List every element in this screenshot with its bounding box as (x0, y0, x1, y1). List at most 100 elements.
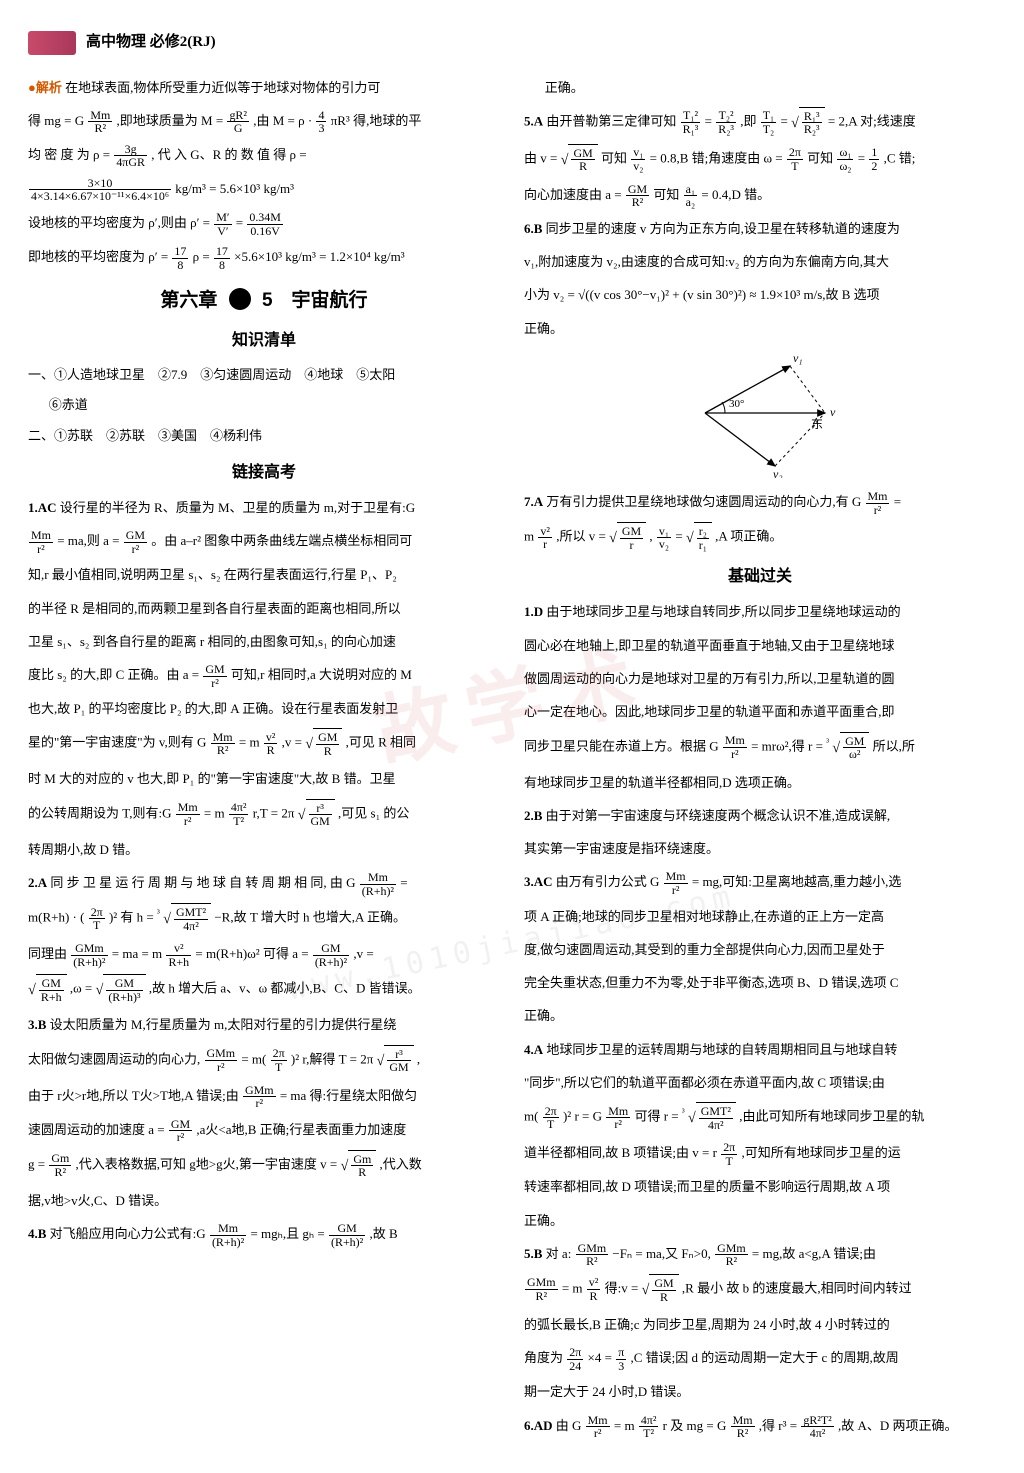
text-line: 完全失重状态,但重力不为零,处于非平衡态,选项 B、D 错误,选项 C (524, 969, 996, 996)
question-block: 7.A 万有引力提供卫星绕地球做匀速圆周运动的向心力,有 G Mmr² = (524, 488, 996, 516)
question-block: 1.D 由于地球同步卫星与地球自转同步,所以同步卫星绕地球运动的 (524, 598, 996, 625)
formula-line: 度比 s₂ 的大,即 C 正确。由 a = GMr² 可知,r 相同时,a 大说… (28, 661, 500, 689)
header-badge-icon (28, 31, 76, 55)
fraction: v²r (538, 525, 552, 551)
text: 可知,r 相同时,a 大说明对应的 M (231, 667, 412, 682)
text: 度比 s₂ 的大,即 C 正确。由 a = (28, 667, 199, 682)
text: 由于对第一宇宙速度与环绕速度两个概念认识不准,造成误解, (546, 808, 891, 823)
text: 太阳做匀速圆周运动的向心力, (28, 1051, 200, 1066)
text-line: 正确。 (524, 1002, 996, 1029)
chapter-heading: 第六章 5 宇宙航行 (28, 285, 500, 317)
fraction: MmR² (731, 1414, 755, 1440)
text: ,C 错误;因 d 的运动周期一定大于 c 的周期,故周 (631, 1350, 899, 1365)
text-line: 转速率都相同,故 D 项错误;而卫星的质量不影响运行周期,故 A 项 (524, 1173, 996, 1200)
sqrt: √GMR (561, 144, 598, 175)
text: 即地核的平均密度为 ρ′ = (28, 249, 168, 264)
text: 可得 r = (634, 1109, 678, 1124)
fraction: GMr² (203, 663, 226, 689)
question-block: 3.B 设太阳质量为 M,行星质量为 m,太阳对行星的引力提供行星绕 (28, 1011, 500, 1038)
vector-diagram: 30° v₁ v 东 v₂ (675, 348, 845, 478)
formula-line: 星的"第一宇宙速度"为 v,则有 G MmR² = m v²R ,v = √GM… (28, 728, 500, 759)
fraction: 0.34M0.16V (247, 211, 283, 237)
text: ,v = (353, 946, 373, 961)
text: 由 v = (524, 150, 557, 165)
answer-label: 3.AC (524, 874, 553, 889)
formula-line: 均 密 度 为 ρ = 3g4πGR , 代 入 G、R 的 数 值 得 ρ = (28, 141, 500, 169)
fraction: 4π²T² (639, 1414, 659, 1440)
text: )² r,解得 T = 2π (291, 1051, 373, 1066)
answer-label: 6.AD (524, 1418, 553, 1433)
analysis-block: ●解析 在地球表面,物体所受重力近似等于地球对物体的引力可 (28, 74, 500, 101)
text-line: 心一定在地心。因此,地球同步卫星的轨道平面和赤道平面重合,即 (524, 698, 996, 725)
text: 设行星的半径为 R、质量为 M、卫星的质量为 m,对于卫星有:G (60, 500, 415, 515)
text: ×5.6×10³ kg/m³ = 1.2×10⁴ kg/m³ (234, 249, 405, 264)
text: ,可见 R 相同 (346, 735, 416, 750)
text: −Fₙ = ma,又 Fₙ>0, (612, 1246, 710, 1261)
text: 由开普勒第三定律可知 (546, 113, 676, 128)
fraction: v²R (264, 731, 278, 757)
text: ,A 项正确。 (715, 529, 782, 544)
fraction: 2πT (271, 1047, 287, 1073)
text: = ma = m (112, 946, 162, 961)
text: ,ω = (70, 981, 92, 996)
text: ,由 M = ρ · (253, 113, 312, 128)
fraction: 2πT (89, 906, 105, 932)
formula-line: 同理由 GMm(R+h)² = ma = m v²R+h = m(R+h)ω² … (28, 940, 500, 968)
fraction: M′V′ (214, 211, 231, 237)
formula-line: 的公转周期设为 T,则有:G Mmr² = m 4π²T² r,T = 2π √… (28, 799, 500, 830)
text: = (780, 113, 791, 128)
question-block: 6.AD 由 G Mmr² = m 4π²T² r 及 mg = G MmR² … (524, 1412, 996, 1440)
fraction: GM(R+h)² (313, 942, 349, 968)
text: 速圆周运动的加速度 a = (28, 1122, 165, 1137)
text-line: "同步",所以它们的轨道平面都必须在赤道平面内,故 C 项错误;由 (524, 1069, 996, 1096)
text: 设太阳质量为 M,行星质量为 m,太阳对行星的引力提供行星绕 (50, 1017, 397, 1032)
text: −R,故 T 增大时 h 也增大,A 正确。 (214, 910, 406, 925)
fraction: 2πT (721, 1141, 737, 1167)
question-block: 5.A 由开普勒第三定律可知 T₁²R₁³ = T₂²R₂³ ,即 T₁T₂ =… (524, 107, 996, 138)
text: ρ = (193, 249, 210, 264)
header-title: 高中物理 必修2(RJ) (86, 30, 216, 56)
text: = mg,可知:卫星离地越高,重力越小,选 (692, 874, 902, 889)
answer-label: 7.A (524, 494, 543, 509)
formula-line: 向心加速度由 a = GMR² 可知 a₁a₂ = 0.4,D 错。 (524, 181, 996, 209)
fraction: 3g4πGR (114, 143, 147, 169)
text: 可知 (653, 187, 679, 202)
text-line: 期一定大于 24 小时,D 错误。 (524, 1378, 996, 1405)
sqrt: √r³GM (377, 1045, 414, 1076)
fraction: 4π²T² (229, 801, 249, 827)
sqrt: √GmR (340, 1150, 376, 1181)
answer-label: 1.D (524, 604, 543, 619)
text: m (524, 529, 534, 544)
text-line: 有地球同步卫星的轨道半径都相同,D 选项正确。 (524, 769, 996, 796)
text: = mgₕ,且 gₕ = (250, 1226, 324, 1241)
fraction: GMr² (124, 529, 147, 555)
text: ,可见 s₁ 的公 (338, 805, 409, 820)
text: 由于 r火>r地,所以 T火>T地,A 错误;由 (28, 1088, 239, 1103)
fraction: Mm(R+h)² (210, 1222, 246, 1248)
two-column-layout: ●解析 在地球表面,物体所受重力近似等于地球对物体的引力可 得 mg = G M… (28, 74, 996, 1446)
formula-line: Mmr² = ma,则 a = GMr² 。由 a–r² 图象中两条曲线左端点横… (28, 527, 500, 555)
knowledge-line: ⑥赤道 (28, 393, 500, 418)
text: = m (562, 1281, 583, 1296)
fraction: 43 (316, 109, 326, 135)
fraction: GMR² (626, 183, 649, 209)
text: ,代入数 (380, 1156, 422, 1171)
fraction: gR²T²4π² (801, 1414, 833, 1440)
text: ,即 (740, 113, 756, 128)
text-line: 也大,故 P₁ 的平均密度比 P₂ 的大,即 A 正确。设在行星表面发射卫 (28, 695, 500, 722)
formula-line: √GMR+h ,ω = √GM(R+h)³ ,故 h 增大后 a、v、ω 都减小… (28, 974, 500, 1005)
fraction: v²R (587, 1276, 601, 1302)
text: 地球同步卫星的运转周期与地球的自转周期相同且与地球自转 (546, 1042, 897, 1057)
fraction: v₁v₂ (657, 525, 671, 551)
fraction: v²R+h (166, 942, 191, 968)
text: m(R+h) · ( (28, 910, 84, 925)
answer-label: 2.A (28, 875, 47, 890)
sqrt: √GM(R+h)³ (95, 974, 145, 1005)
formula-line: 即地核的平均密度为 ρ′ = 178 ρ = 178 ×5.6×10³ kg/m… (28, 243, 500, 271)
question-block: 2.B 由于对第一宇宙速度与环绕速度两个概念认识不准,造成误解, (524, 802, 996, 829)
text: = m( (241, 1051, 266, 1066)
text: ,a火<a地,B 正确;行星表面重力加速度 (196, 1122, 406, 1137)
fraction: Mm(R+h)² (360, 871, 396, 897)
text: 均 密 度 为 ρ = (28, 147, 110, 162)
text-line: 据,v地>v火,C、D 错误。 (28, 1187, 500, 1214)
